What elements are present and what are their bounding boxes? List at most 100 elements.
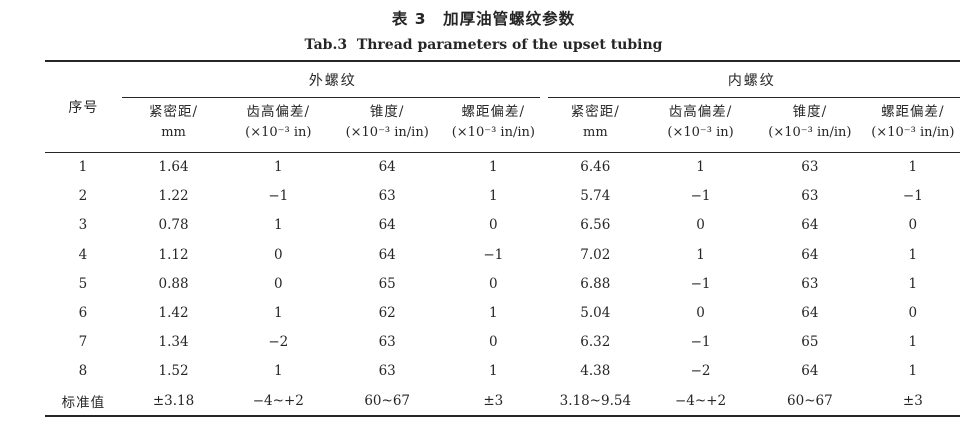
cell-value: 65 (801, 334, 819, 351)
cell-value: 3.18~9.54 (559, 392, 632, 409)
table-row: 1 1.64 1 64 1 6.46 1 63 1 (45, 153, 960, 182)
cell-value: 0 (489, 275, 498, 292)
cell-value: 4.38 (580, 363, 611, 380)
column-name: 锥度/ (792, 104, 828, 120)
cell-value: ±3.18 (152, 392, 195, 409)
cell-value: 0 (489, 334, 498, 351)
cell-value: 1 (908, 275, 918, 292)
cell-value: 6.46 (580, 159, 611, 176)
column-header-int-tooth-height-dev: 齿高偏差/ (×10⁻³ in) (647, 98, 755, 153)
cell-value: 60~67 (787, 392, 833, 409)
column-name: 齿高偏差/ (668, 104, 733, 120)
cell-value: 63 (378, 334, 396, 351)
row-id: 2 (78, 188, 89, 205)
cell-value: −4~+2 (252, 392, 304, 409)
column-header-int-tightness: 紧密距/ mm (543, 98, 648, 153)
table-row: 8 1.52 1 63 1 4.38 −2 64 1 (45, 357, 960, 386)
row-id: 8 (78, 363, 89, 380)
column-unit: (×10⁻³ in/in) (871, 125, 955, 140)
cell-value: 0 (696, 305, 705, 322)
column-header-ext-tooth-height-dev: 齿高偏差/ (×10⁻³ in) (225, 98, 332, 153)
cell-value: 0 (274, 246, 283, 263)
column-name: 紧密距/ (570, 104, 620, 120)
group-header-row: 序号 外螺纹 内螺纹 (45, 61, 961, 153)
column-unit: mm (583, 125, 608, 140)
cell-value: 1.34 (158, 334, 189, 351)
cell-value: 1 (696, 246, 705, 263)
column-header-ext-taper: 锥度/ (×10⁻³ in/in) (331, 98, 443, 153)
cell-value: 63 (378, 363, 396, 380)
column-name: 螺距偏差/ (461, 104, 526, 120)
column-header-int-taper: 锥度/ (×10⁻³ in/in) (754, 98, 866, 153)
thread-parameters-table-wrap: 序号 外螺纹 内螺纹 紧密距/ mm 齿高偏差/ (×10⁻³ in) 锥度/ (45, 60, 961, 417)
table-row: 3 0.78 1 64 0 6.56 0 64 0 (45, 211, 960, 240)
cell-value: 1 (274, 305, 283, 322)
table-body: 1 1.64 1 64 1 6.46 1 63 1 2 1.22 −1 63 1 5.74 −1 63 −1 3 0.… (45, 153, 960, 417)
row-id: 4 (78, 246, 89, 263)
cell-value: 64 (801, 246, 819, 263)
column-unit: mm (161, 125, 186, 140)
cell-value: 1 (489, 159, 498, 176)
column-name: 锥度/ (369, 104, 405, 120)
cell-value: 1.52 (158, 363, 189, 380)
cell-value: 1 (274, 217, 283, 234)
cell-value: 63 (378, 188, 396, 205)
cell-value: 60~67 (364, 392, 411, 409)
column-header-seq: 序号 (45, 61, 122, 153)
cell-value: 63 (801, 159, 819, 176)
cell-value: 63 (801, 188, 819, 205)
column-header-int-pitch-dev: 螺距偏差/ (×10⁻³ in/in) (865, 98, 960, 153)
cell-value: 1.42 (158, 305, 189, 322)
cell-value: 1 (489, 188, 498, 205)
group-header-external-thread: 外螺纹 (121, 61, 544, 98)
cell-value: 1 (489, 363, 498, 380)
cell-value: 64 (801, 363, 819, 380)
cell-value: −2 (690, 363, 711, 380)
cell-value: −1 (690, 188, 711, 205)
column-header-row: 紧密距/ mm 齿高偏差/ (×10⁻³ in) 锥度/ (×10⁻³ in/i… (45, 98, 960, 153)
cell-value: ±3 (902, 392, 923, 409)
table-row: 7 1.34 −2 63 0 6.32 −1 65 1 (45, 328, 960, 357)
column-name: 螺距偏差/ (881, 104, 945, 120)
table-row: 6 1.42 1 62 1 5.04 0 64 0 (45, 298, 960, 327)
cell-value: 1.22 (158, 188, 189, 205)
table-row: 4 1.12 0 64 −1 7.02 1 64 1 (45, 240, 960, 269)
row-id: 6 (78, 305, 89, 322)
cell-value: 5.04 (580, 305, 611, 322)
cell-value: 1.64 (158, 159, 189, 176)
cell-value: 63 (801, 275, 819, 292)
column-unit: (×10⁻³ in/in) (345, 125, 429, 140)
column-unit: (×10⁻³ in) (245, 125, 312, 140)
cell-value: 1.12 (158, 246, 189, 263)
cell-value: 0 (908, 217, 918, 234)
table-title-zh: 表 3 加厚油管螺纹参数 (391, 10, 576, 28)
column-unit: (×10⁻³ in/in) (768, 125, 852, 140)
table-head: 序号 外螺纹 内螺纹 紧密距/ mm 齿高偏差/ (×10⁻³ in) 锥度/ (45, 61, 961, 153)
cell-value: 0 (274, 275, 283, 292)
cell-value: 64 (378, 246, 396, 263)
column-name: 齿高偏差/ (246, 104, 311, 120)
cell-value: 1 (908, 363, 918, 380)
cell-value: 0 (489, 217, 498, 234)
cell-value: −1 (483, 246, 504, 263)
group-header-internal-thread: 内螺纹 (544, 61, 961, 98)
cell-value: 1 (908, 159, 918, 176)
row-id: 标准值 (61, 394, 106, 411)
row-id: 5 (78, 275, 89, 292)
cell-value: 1 (908, 246, 918, 263)
cell-value: 0 (696, 217, 705, 234)
column-header-ext-tightness: 紧密距/ mm (121, 98, 226, 153)
row-id: 3 (78, 217, 89, 234)
cell-value: ±3 (483, 392, 504, 409)
cell-value: 1 (908, 334, 918, 351)
row-id: 1 (78, 159, 89, 176)
cell-value: 64 (801, 305, 819, 322)
cell-value: 62 (378, 305, 396, 322)
cell-value: 1 (274, 363, 283, 380)
cell-value: 6.56 (580, 217, 611, 234)
cell-value: 5.74 (580, 188, 611, 205)
cell-value: 0.88 (158, 275, 189, 292)
cell-value: 64 (801, 217, 819, 234)
cell-value: 7.02 (580, 246, 611, 263)
